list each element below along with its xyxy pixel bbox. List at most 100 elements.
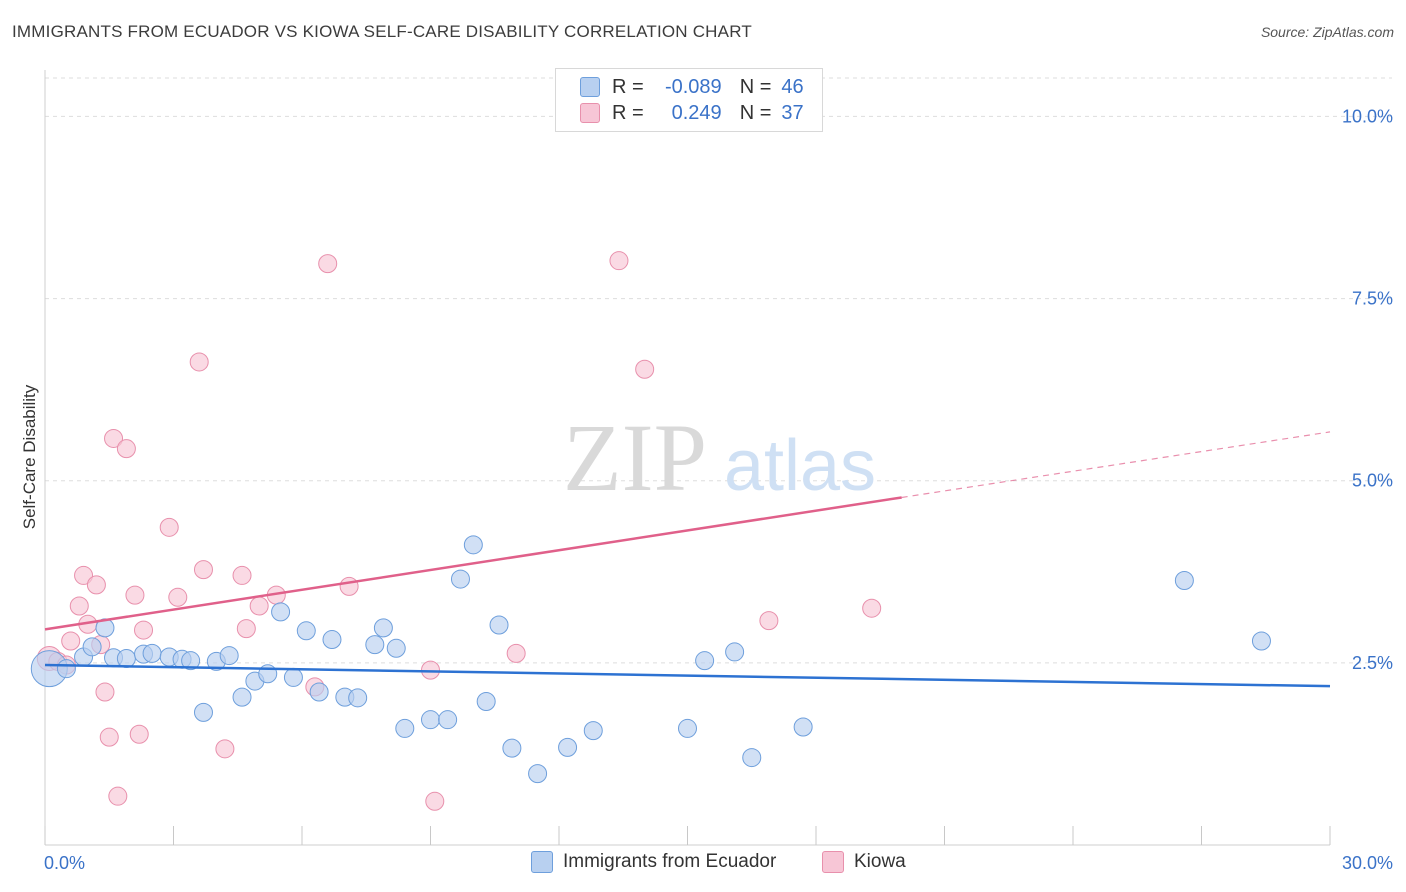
kiowa-point bbox=[249, 596, 269, 616]
legend-item-ecuador[interactable]: Immigrants from Ecuador bbox=[531, 851, 776, 873]
kiowa-legend-swatch bbox=[822, 851, 844, 873]
x-tick-label-min: 0.0% bbox=[44, 853, 85, 873]
kiowa-point bbox=[104, 428, 124, 448]
kiowa-point bbox=[232, 565, 252, 585]
ecuador-point bbox=[1174, 571, 1194, 591]
ecuador-point bbox=[373, 618, 393, 638]
ecuador-point bbox=[82, 637, 102, 657]
kiowa-point bbox=[635, 359, 655, 379]
y-tick-labels: 2.5% 5.0% 7.5% 10.0% bbox=[1342, 106, 1393, 672]
kiowa-point bbox=[74, 565, 94, 585]
legend-row-ecuador: R = -0.089 N = 46 bbox=[580, 75, 804, 99]
legend-r-label: R = bbox=[612, 75, 644, 98]
ecuador-point bbox=[283, 667, 303, 687]
kiowa-point bbox=[69, 596, 89, 616]
kiowa-point bbox=[159, 517, 179, 537]
ecuador-point bbox=[232, 687, 252, 707]
kiowa-point bbox=[318, 254, 338, 274]
ecuador-point bbox=[695, 651, 715, 671]
kiowa-point bbox=[129, 724, 149, 744]
ecuador-point bbox=[296, 621, 316, 641]
legend-n-value: 37 bbox=[781, 101, 804, 124]
ecuador-point bbox=[438, 710, 458, 730]
watermark: ZIP atlas bbox=[563, 404, 876, 511]
ecuador-point bbox=[271, 602, 291, 622]
kiowa-point bbox=[193, 560, 213, 580]
kiowa-swatch bbox=[580, 103, 600, 123]
ecuador-point bbox=[583, 721, 603, 741]
kiowa-point bbox=[86, 575, 106, 595]
kiowa-trendline-extension bbox=[901, 431, 1331, 499]
ecuador-point bbox=[678, 718, 697, 738]
ecuador-point bbox=[489, 615, 509, 635]
watermark-atlas: atlas bbox=[724, 426, 876, 506]
ecuador-point bbox=[502, 738, 522, 758]
y-axis-label: Self-Care Disability bbox=[20, 384, 39, 529]
kiowa-point bbox=[609, 251, 629, 271]
ecuador-point bbox=[116, 648, 136, 668]
kiowa-point bbox=[425, 791, 445, 811]
ecuador-point bbox=[348, 688, 368, 708]
y-tick-label: 10.0% bbox=[1342, 106, 1393, 126]
ecuador-point bbox=[450, 569, 470, 589]
ecuador-point bbox=[219, 646, 239, 666]
legend-label-ecuador: Immigrants from Ecuador bbox=[563, 851, 777, 872]
kiowa-point bbox=[862, 598, 882, 618]
ecuador-point bbox=[395, 718, 415, 738]
ecuador-point bbox=[365, 635, 385, 655]
kiowa-point bbox=[506, 643, 526, 663]
legend-r-label: R = bbox=[612, 101, 644, 124]
kiowa-point bbox=[108, 786, 128, 806]
ecuador-swatch bbox=[580, 77, 600, 97]
ecuador-point bbox=[56, 659, 76, 679]
ecuador-point bbox=[742, 748, 762, 768]
ecuador-point bbox=[1251, 631, 1271, 651]
chart-source: Source: ZipAtlas.com bbox=[1260, 24, 1394, 40]
kiowa-trendline bbox=[44, 496, 902, 631]
kiowa-point bbox=[339, 576, 359, 596]
ecuador-point bbox=[421, 710, 440, 730]
trendlines bbox=[44, 431, 1331, 688]
watermark-zip: ZIP bbox=[563, 404, 707, 511]
y-tick-label: 2.5% bbox=[1352, 653, 1393, 673]
x-tick-label-max: 30.0% bbox=[1342, 853, 1393, 873]
legend-row-kiowa: R = 0.249 N = 37 bbox=[580, 101, 804, 125]
y-tick-label: 7.5% bbox=[1352, 289, 1393, 309]
legend-n-value: 46 bbox=[781, 75, 804, 98]
ecuador-legend-swatch bbox=[531, 851, 553, 873]
ecuador-point bbox=[793, 717, 813, 737]
legend-item-kiowa[interactable]: Kiowa bbox=[822, 851, 906, 873]
ecuador-point bbox=[309, 682, 329, 702]
kiowa-point bbox=[236, 619, 256, 639]
kiowa-point bbox=[95, 682, 115, 702]
ecuador-point bbox=[322, 630, 342, 650]
kiowa-point bbox=[61, 631, 81, 651]
ecuador-point bbox=[476, 691, 496, 711]
ecuador-trendline bbox=[44, 663, 1331, 688]
ecuador-point bbox=[181, 651, 201, 671]
kiowa-point bbox=[189, 352, 209, 372]
legend-n-label: N = bbox=[739, 75, 772, 98]
ecuador-point bbox=[463, 535, 483, 555]
ecuador-point bbox=[193, 702, 213, 722]
ecuador-point bbox=[386, 638, 406, 658]
ecuador-point bbox=[142, 643, 162, 663]
kiowa-point bbox=[215, 739, 235, 759]
legend-r-value: 0.249 bbox=[671, 101, 722, 124]
kiowa-point bbox=[134, 620, 154, 640]
y-tick-label: 5.0% bbox=[1352, 471, 1393, 491]
chart-title: IMMIGRANTS FROM ECUADOR VS KIOWA SELF-CA… bbox=[12, 22, 752, 41]
x-ticks bbox=[44, 826, 1331, 845]
kiowa-point bbox=[116, 439, 136, 459]
legend-label-kiowa: Kiowa bbox=[854, 851, 906, 872]
stats-legend: R = -0.089 N = 46 R = 0.249 N = 37 bbox=[555, 68, 823, 132]
series-legend: Immigrants from Ecuador Kiowa bbox=[0, 851, 1406, 877]
kiowa-points bbox=[36, 251, 882, 811]
kiowa-point bbox=[99, 727, 119, 747]
legend-n-label: N = bbox=[739, 101, 772, 124]
legend-r-value: -0.089 bbox=[664, 75, 722, 98]
ecuador-point bbox=[558, 737, 578, 757]
kiowa-point bbox=[759, 611, 779, 631]
kiowa-point bbox=[125, 585, 145, 605]
